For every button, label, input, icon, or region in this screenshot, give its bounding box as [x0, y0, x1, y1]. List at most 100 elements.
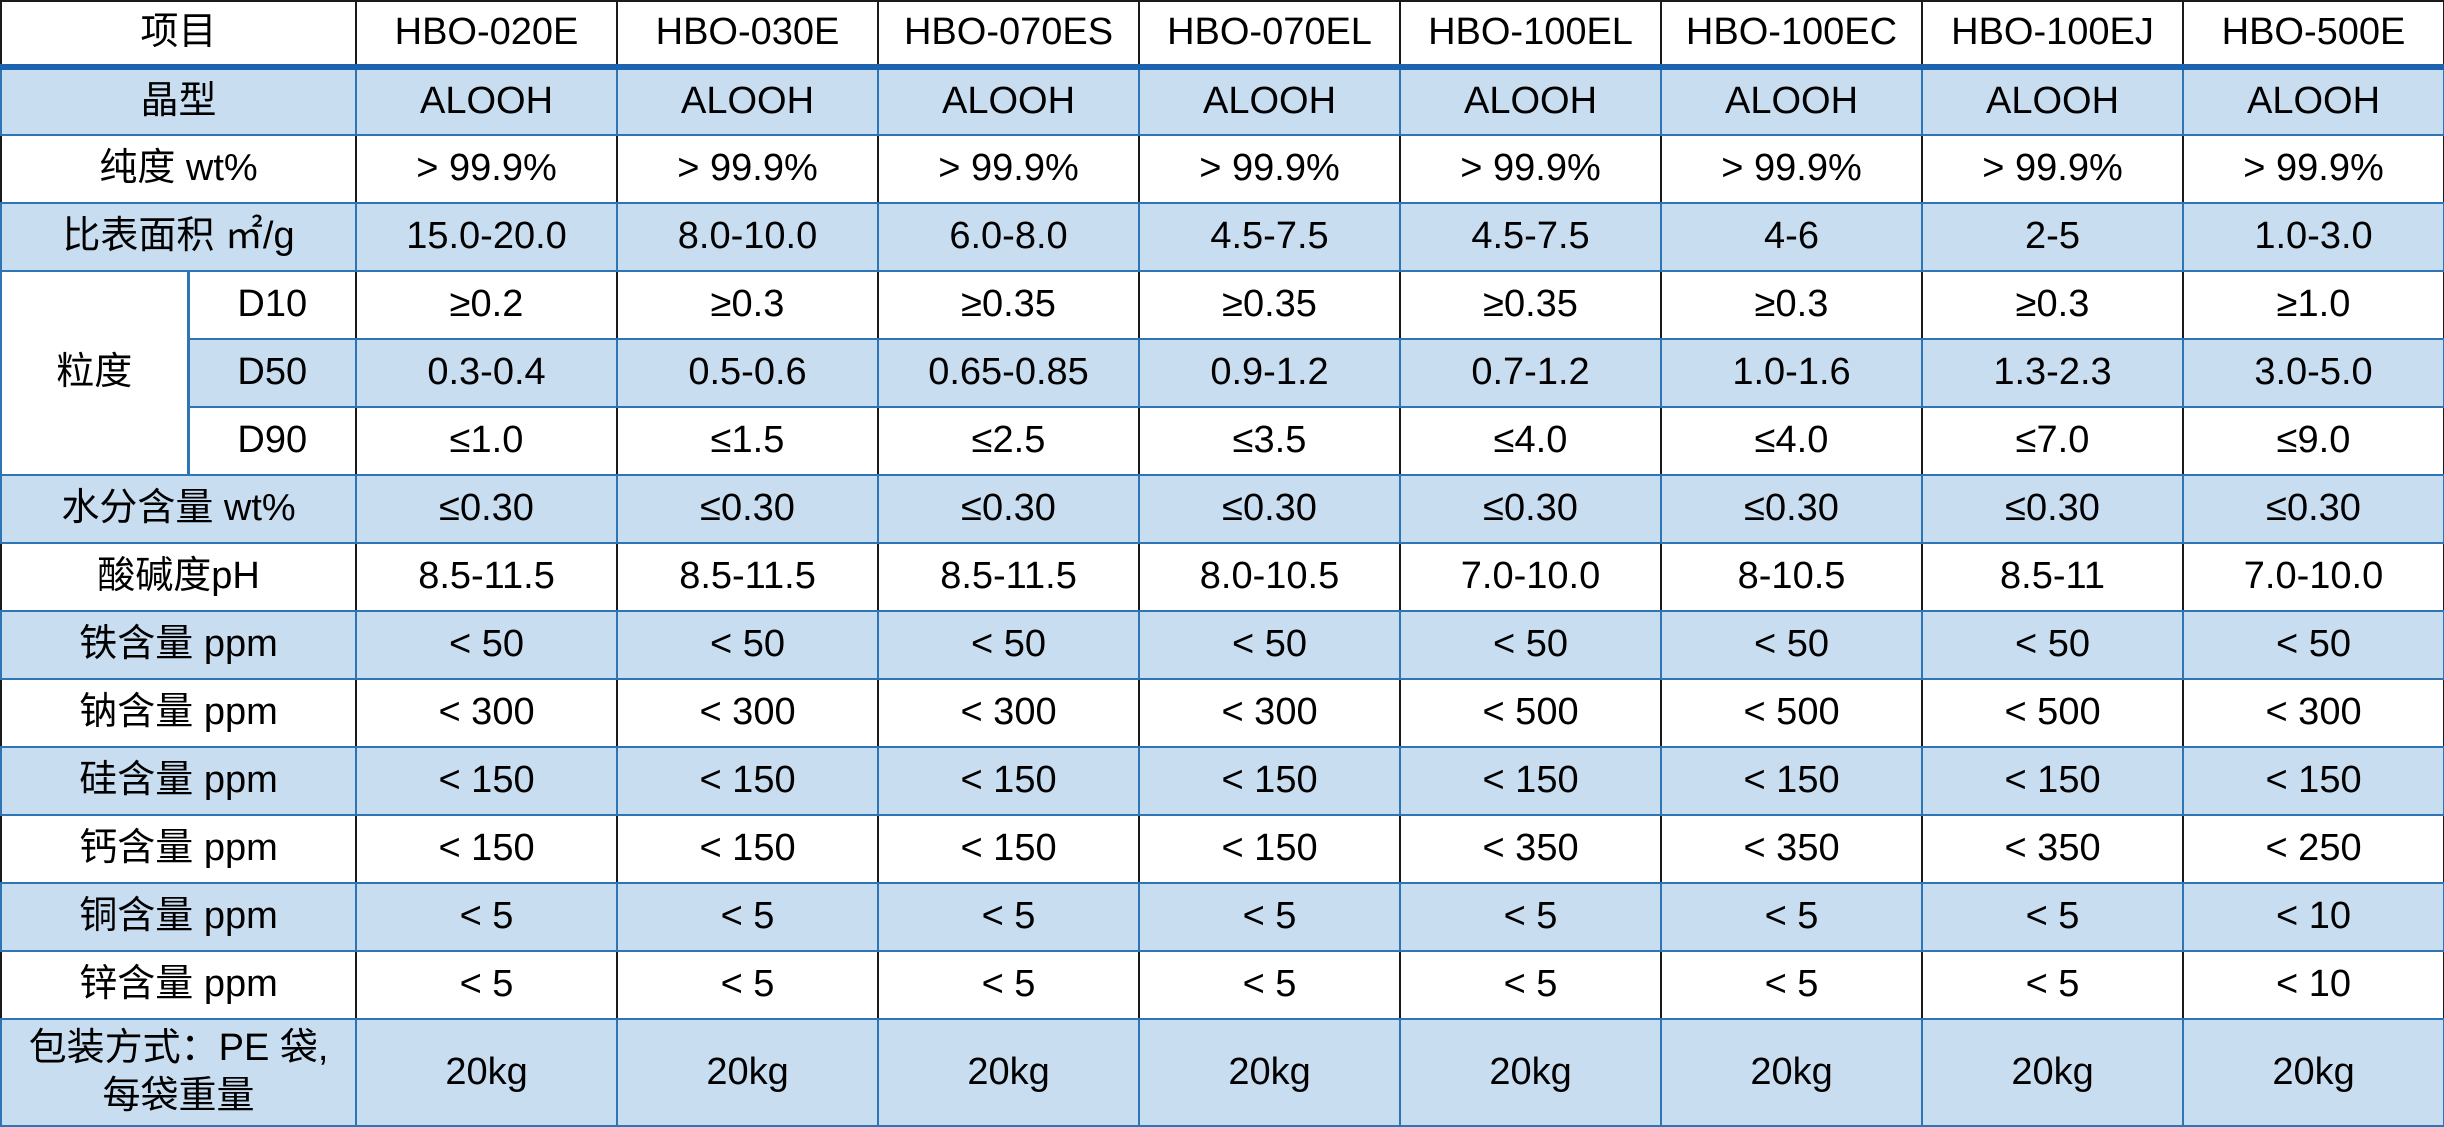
product-column-header: HBO-020E	[355, 0, 619, 70]
table-cell: 20kg	[616, 1018, 880, 1127]
product-column-header: HBO-070EL	[1138, 0, 1402, 70]
row-label: 晶型	[0, 66, 358, 136]
table-cell: 8.5-11	[1921, 542, 2185, 612]
table-row: 铜含量 ppm < 5 < 5 < 5 < 5 < 5 < 5 < 5 < 10	[0, 882, 2444, 952]
row-label: 锌含量 ppm	[0, 950, 358, 1020]
product-column-header: HBO-500E	[2182, 0, 2444, 70]
table-row: 包装方式：PE 袋, 每袋重量 20kg 20kg 20kg 20kg 20kg 20kg 2…	[0, 1018, 2444, 1127]
table-row: D90 ≤1.0 ≤1.5 ≤2.5 ≤3.5 ≤4.0 ≤4.0 ≤7.0 ≤9.0	[1, 406, 2444, 476]
table-cell: 4.5-7.5	[1399, 202, 1663, 272]
table-cell: > 99.9%	[1660, 134, 1924, 204]
table-cell: ≤0.30	[1921, 474, 2185, 544]
table-row: 锌含量 ppm < 5 < 5 < 5 < 5 < 5 < 5 < 5 < 10	[0, 950, 2444, 1020]
row-sublabel: D10	[186, 270, 358, 340]
table-cell: 8.5-11.5	[877, 542, 1141, 612]
table-cell: < 300	[2182, 678, 2444, 748]
table-cell: < 300	[616, 678, 880, 748]
row-label: 酸碱度pH	[0, 542, 358, 612]
product-column-header: HBO-100EC	[1660, 0, 1924, 70]
row-label: 水分含量 wt%	[0, 474, 358, 544]
table-cell: < 5	[355, 882, 619, 952]
table-cell: < 500	[1921, 678, 2185, 748]
table-cell: < 150	[1138, 746, 1402, 816]
table-cell: > 99.9%	[2182, 134, 2444, 204]
table-cell: 4-6	[1660, 202, 1924, 272]
table-cell: > 99.9%	[1138, 134, 1402, 204]
table-cell: 1.0-1.6	[1660, 338, 1924, 408]
header-row: 项目 HBO-020E HBO-030E HBO-070ES HBO-070EL HBO-…	[0, 0, 2444, 70]
row-sublabel: D90	[186, 406, 358, 476]
table-cell: ≤1.5	[616, 406, 880, 476]
table-cell: < 150	[355, 814, 619, 884]
table-cell: < 5	[616, 882, 880, 952]
row-label: 铜含量 ppm	[0, 882, 358, 952]
table-cell: < 50	[355, 610, 619, 680]
table-cell: ≥0.35	[1399, 270, 1663, 340]
table-cell: < 50	[877, 610, 1141, 680]
table-cell: ALOOH	[877, 66, 1141, 136]
row-label: 纯度 wt%	[0, 134, 358, 204]
table-cell: 0.5-0.6	[616, 338, 880, 408]
table-cell: > 99.9%	[616, 134, 880, 204]
table-cell: 20kg	[355, 1018, 619, 1127]
table-cell: 8-10.5	[1660, 542, 1924, 612]
table-row: 钙含量 ppm < 150 < 150 < 150 < 150 < 350 < 350 < 3…	[0, 814, 2444, 884]
table-cell: < 5	[1399, 950, 1663, 1020]
product-column-header: HBO-100EL	[1399, 0, 1663, 70]
row-label: 硅含量 ppm	[0, 746, 358, 816]
table-cell: ≤0.30	[1138, 474, 1402, 544]
table-cell: < 5	[1660, 950, 1924, 1020]
table-cell: ≤0.30	[877, 474, 1141, 544]
table-cell: ≤1.0	[355, 406, 619, 476]
row-label: 钠含量 ppm	[0, 678, 358, 748]
table-cell: < 150	[1399, 746, 1663, 816]
table-cell: < 150	[2182, 746, 2444, 816]
table-cell: ≤0.30	[1660, 474, 1924, 544]
table-cell: < 5	[877, 882, 1141, 952]
product-column-header: HBO-030E	[616, 0, 880, 70]
table-cell: < 350	[1399, 814, 1663, 884]
table-cell: 0.65-0.85	[877, 338, 1141, 408]
table-row: 粒度 D10 ≥0.2 ≥0.3 ≥0.35 ≥0.35 ≥0.35 ≥0.3 ≥0.3 ≥1.0	[0, 270, 2444, 476]
table-cell: < 150	[616, 814, 880, 884]
table-cell: ≤2.5	[877, 406, 1141, 476]
table-cell: ≥0.2	[355, 270, 619, 340]
table-row: 水分含量 wt% ≤0.30 ≤0.30 ≤0.30 ≤0.30 ≤0.30 ≤0.30 ≤0…	[0, 474, 2444, 544]
table-cell: > 99.9%	[877, 134, 1141, 204]
row-label: 钙含量 ppm	[0, 814, 358, 884]
table-cell: < 150	[355, 746, 619, 816]
table-cell: 8.5-11.5	[355, 542, 619, 612]
table-cell: 20kg	[2182, 1018, 2444, 1127]
table-cell: < 300	[877, 678, 1141, 748]
table-row: 硅含量 ppm < 150 < 150 < 150 < 150 < 150 < 150 < 1…	[0, 746, 2444, 816]
table-cell: < 5	[877, 950, 1141, 1020]
row-group-label: 粒度	[0, 270, 190, 476]
table-cell: < 5	[1399, 882, 1663, 952]
table-row: 钠含量 ppm < 300 < 300 < 300 < 300 < 500 < 500 < 5…	[0, 678, 2444, 748]
table-cell: < 50	[1921, 610, 2185, 680]
table-cell: ≥0.3	[616, 270, 880, 340]
table-cell: ALOOH	[616, 66, 880, 136]
table-row: 纯度 wt% > 99.9% > 99.9% > 99.9% > 99.9% > 99.9…	[0, 134, 2444, 204]
table-cell: 1.0-3.0	[2182, 202, 2444, 272]
table-cell: ≤4.0	[1660, 406, 1924, 476]
row-label: 比表面积 ㎡/g	[0, 202, 358, 272]
table-cell: < 10	[2182, 950, 2444, 1020]
table-cell: > 99.9%	[1921, 134, 2185, 204]
table-cell: < 50	[1138, 610, 1402, 680]
table-cell: 1.3-2.3	[1921, 338, 2185, 408]
table-cell: < 500	[1399, 678, 1663, 748]
table-cell: 0.3-0.4	[355, 338, 619, 408]
item-column-header: 项目	[0, 0, 358, 70]
table-cell: < 5	[616, 950, 880, 1020]
table-row: 酸碱度pH 8.5-11.5 8.5-11.5 8.5-11.5 8.0-10.5 7.0…	[0, 542, 2444, 612]
row-label: 铁含量 ppm	[0, 610, 358, 680]
table-cell: < 150	[877, 814, 1141, 884]
table-cell: < 300	[355, 678, 619, 748]
table-cell: 4.5-7.5	[1138, 202, 1402, 272]
table-body: 晶型 ALOOH ALOOH ALOOH ALOOH ALOOH ALOOH ALOOH ALO…	[0, 66, 2444, 1127]
table-cell: ALOOH	[355, 66, 619, 136]
table-cell: < 5	[1138, 882, 1402, 952]
table-cell: < 150	[1921, 746, 2185, 816]
